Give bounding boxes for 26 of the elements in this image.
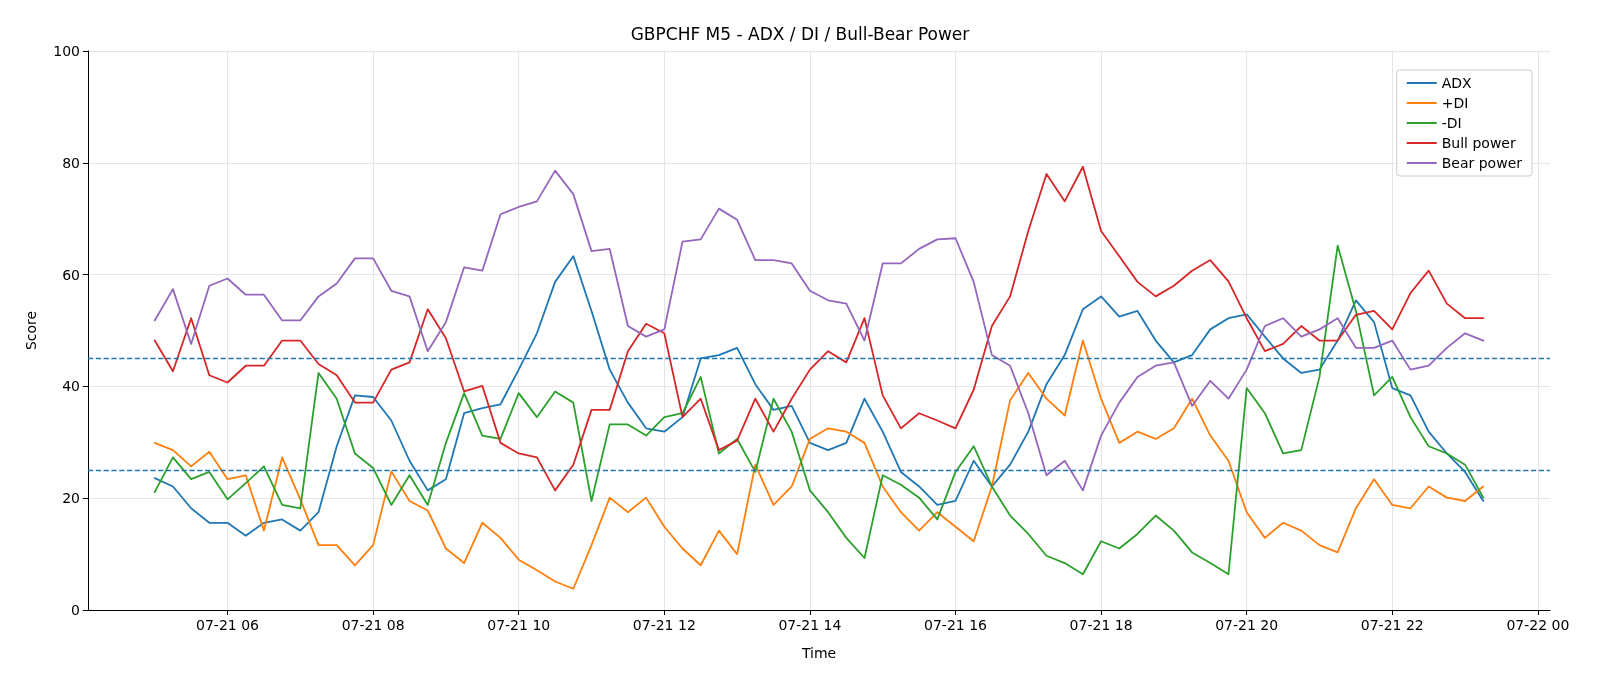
- y-tick-label: 80: [62, 154, 80, 171]
- x-tick-label: 07-21 18: [1069, 617, 1133, 633]
- x-tick-label: 07-21 20: [1215, 617, 1279, 633]
- x-tick-label: 07-22 00: [1506, 617, 1570, 633]
- line-series: [153, 244, 1485, 576]
- legend-label: ADX: [1441, 75, 1473, 91]
- x-tick-label: 07-21 22: [1360, 617, 1424, 633]
- chart-title: GBPCHF M5 - ADX / DI / Bull-Bear Power: [630, 23, 970, 44]
- legend-label: +DI: [1441, 95, 1469, 111]
- x-tick-label: 07-21 08: [341, 617, 405, 633]
- legend-label: -DI: [1441, 115, 1462, 131]
- x-tick-label: 07-21 16: [924, 617, 988, 633]
- y-tick-label: 60: [62, 266, 80, 283]
- y-tick-label: 40: [62, 378, 80, 395]
- y-tick-label: 20: [62, 490, 80, 507]
- x-tick-label: 07-21 12: [632, 617, 696, 633]
- y-tick-label: 100: [53, 43, 80, 59]
- line-series: [153, 339, 1485, 590]
- x-axis-title: Time: [800, 645, 837, 661]
- y-tick-label: 0: [71, 602, 80, 618]
- x-tick-label: 07-21 14: [778, 617, 842, 633]
- y-axis-title: Score: [23, 310, 39, 351]
- legend-label: Bull power: [1441, 135, 1516, 151]
- x-tick-label: 07-21 10: [487, 617, 551, 633]
- legend-label: Bear power: [1441, 155, 1523, 171]
- x-tick-label: 07-21 06: [196, 617, 260, 633]
